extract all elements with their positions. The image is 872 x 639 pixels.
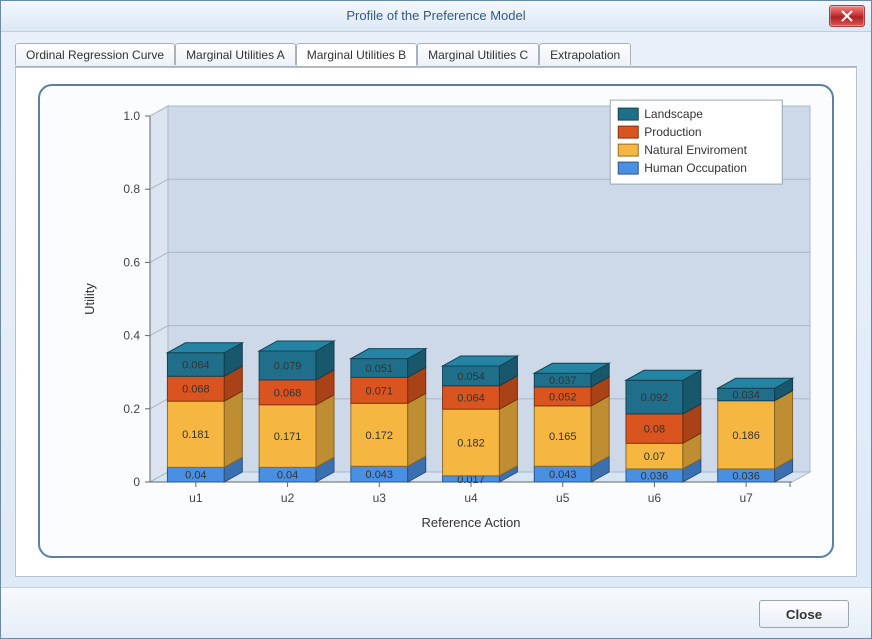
bar-value-label: 0.064 [457,392,485,404]
bar-value-label: 0.08 [644,424,665,436]
legend-item-label: Production [644,125,701,139]
tab-bar: Ordinal Regression CurveMarginal Utiliti… [15,42,857,67]
svg-text:0.8: 0.8 [123,182,140,196]
svg-text:0: 0 [133,475,140,489]
bar-value-label: 0.036 [641,470,669,482]
stacked-bar-chart: 0 0.2 0.4 0.6 0.8 1.0 Utility 0.04 0.181 0.068 0.0… [40,86,832,556]
footer: Close [1,587,871,638]
bar-value-label: 0.034 [732,390,760,402]
bar-value-label: 0.092 [641,392,669,404]
bar-value-label: 0.037 [549,375,577,387]
tab-extrapolation[interactable]: Extrapolation [539,43,631,65]
bar-value-label: 0.04 [277,470,298,482]
bar-value-label: 0.171 [274,431,302,443]
bar-value-label: 0.043 [549,469,577,481]
svg-text:u2: u2 [281,491,295,505]
legend-item-label: Human Occupation [644,161,747,175]
bar-value-label: 0.068 [182,384,210,396]
bar-value-label: 0.07 [644,451,665,463]
bar-value-label: 0.172 [366,430,394,442]
bar-value-label: 0.052 [549,391,577,403]
bar-value-label: 0.036 [732,470,760,482]
svg-text:u4: u4 [464,491,478,505]
svg-text:0.6: 0.6 [123,255,140,269]
bar-value-label: 0.054 [457,371,485,383]
svg-text:u7: u7 [739,491,753,505]
y-axis-label: Utility [82,283,97,315]
legend-item-label: Landscape [644,107,703,121]
tab-marginal-utilities-c[interactable]: Marginal Utilities C [417,43,539,65]
bar-value-label: 0.043 [366,469,394,481]
bar-value-label: 0.051 [366,363,394,375]
x-axis-label: Reference Action [421,515,520,530]
window-close-button[interactable] [829,5,865,27]
titlebar: Profile of the Preference Model [1,1,871,32]
bar-value-label: 0.181 [182,429,210,441]
bar-value-label: 0.068 [274,387,302,399]
window: Profile of the Preference Model Ordinal … [0,0,872,639]
chart-frame: 0 0.2 0.4 0.6 0.8 1.0 Utility 0.04 0.181 0.068 0.0… [38,84,834,558]
bar-value-label: 0.165 [549,431,577,443]
legend-item-label: Natural Enviroment [644,143,747,157]
svg-text:1.0: 1.0 [123,109,140,123]
bar-value-label: 0.182 [457,437,485,449]
bar-value-label: 0.186 [732,430,760,442]
bar-value-label: 0.04 [185,470,206,482]
svg-text:u6: u6 [648,491,662,505]
svg-text:u1: u1 [189,491,203,505]
close-icon [830,6,864,26]
bar-value-label: 0.079 [274,360,302,372]
tab-ordinal-regression-curve[interactable]: Ordinal Regression Curve [15,43,175,65]
svg-text:u3: u3 [373,491,387,505]
tab-marginal-utilities-b[interactable]: Marginal Utilities B [296,43,417,66]
close-button[interactable]: Close [759,600,849,628]
svg-text:u5: u5 [556,491,570,505]
svg-text:0.4: 0.4 [123,329,140,343]
tab-marginal-utilities-a[interactable]: Marginal Utilities A [175,43,296,65]
svg-text:0.2: 0.2 [123,402,140,416]
window-title: Profile of the Preference Model [346,8,525,23]
bar-value-label: 0.071 [366,385,394,397]
tab-panel: 0 0.2 0.4 0.6 0.8 1.0 Utility 0.04 0.181 0.068 0.0… [15,67,857,577]
bar-value-label: 0.064 [182,360,210,372]
